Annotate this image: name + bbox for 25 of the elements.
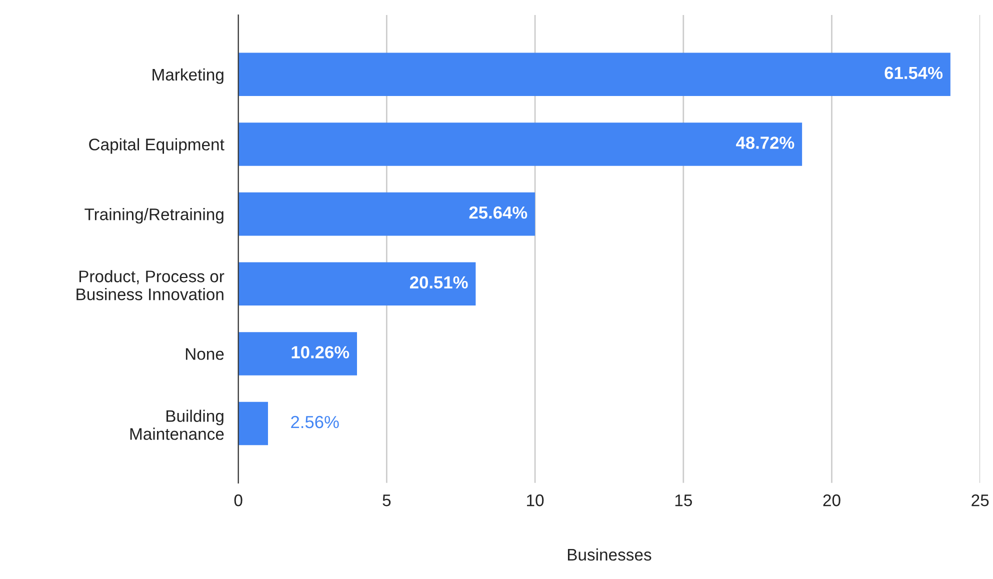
x-tick-label: 5 — [382, 494, 391, 506]
bar — [238, 332, 358, 376]
bar — [238, 52, 950, 96]
x-tick-label: 15 — [675, 494, 692, 506]
annotation: 25.64% — [469, 206, 528, 219]
annotation: 2.56% — [291, 416, 339, 428]
x-tick-label: 20 — [823, 494, 840, 506]
y-tick-label: Marketing — [152, 68, 224, 84]
y-tick-label: Building Maintenance — [130, 410, 224, 440]
bar — [238, 192, 536, 236]
y-tick-label: Training/Retraining — [84, 208, 224, 224]
y-tick-label: None — [186, 348, 224, 360]
y-tick-label: Product, Process or Business Innovation — [76, 270, 224, 300]
x-axis-title: Businesses — [568, 548, 652, 561]
annotation: 20.51% — [410, 276, 468, 289]
bar — [238, 262, 476, 306]
annotation: 10.26% — [292, 346, 350, 358]
x-tick-label: 10 — [527, 494, 544, 506]
x-tick-label: 0 — [234, 494, 242, 506]
annotation: 48.72% — [736, 136, 794, 149]
annotation: 61.54% — [884, 66, 943, 80]
bar — [238, 402, 268, 446]
y-tick-label: Capital Equipment — [89, 138, 224, 154]
x-tick-label: 25 — [972, 494, 989, 506]
bar — [238, 122, 802, 166]
